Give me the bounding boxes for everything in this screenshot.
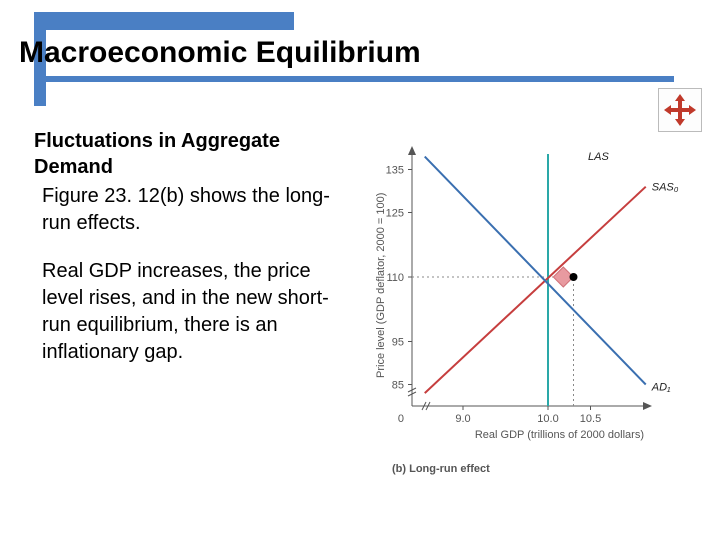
paragraph-2: Real GDP increases, the price level rise… [42, 258, 352, 366]
svg-text:10.0: 10.0 [537, 413, 558, 425]
svg-text:LAS: LAS [588, 151, 609, 163]
svg-text:AD₁: AD₁ [651, 382, 671, 394]
equilibrium-chart: 85 95 110 125 135 9.0 10.0 10.5 0 LAS SAS₀ AD₁ Real … [360, 130, 710, 510]
svg-text:0: 0 [398, 413, 404, 425]
subtitle: Fluctuations in Aggregate Demand [34, 128, 344, 180]
move-icon[interactable] [658, 88, 702, 132]
svg-text:95: 95 [392, 337, 404, 349]
svg-text:10.5: 10.5 [580, 413, 601, 425]
header-bar-top [34, 12, 294, 30]
paragraph-1: Figure 23. 12(b) shows the long-run effe… [42, 183, 342, 237]
page-title: Macroeconomic Equilibrium [19, 36, 421, 70]
svg-text:Real GDP (trillions of 2000 do: Real GDP (trillions of 2000 dollars) [475, 429, 644, 441]
svg-text:SAS₀: SAS₀ [652, 182, 679, 194]
svg-text:9.0: 9.0 [455, 413, 470, 425]
svg-text:135: 135 [386, 165, 404, 177]
header-bar-under [34, 76, 674, 82]
chart-container: Price level (GDP deflator, 2000 = 100) 8… [360, 130, 710, 510]
svg-text:85: 85 [392, 380, 404, 392]
y-axis-label: Price level (GDP deflator, 2000 = 100) [375, 193, 387, 378]
svg-text:125: 125 [386, 208, 404, 220]
svg-text:110: 110 [386, 272, 404, 284]
svg-text:(b) Long-run effect: (b) Long-run effect [392, 463, 490, 475]
arrows-move-icon [663, 93, 697, 127]
